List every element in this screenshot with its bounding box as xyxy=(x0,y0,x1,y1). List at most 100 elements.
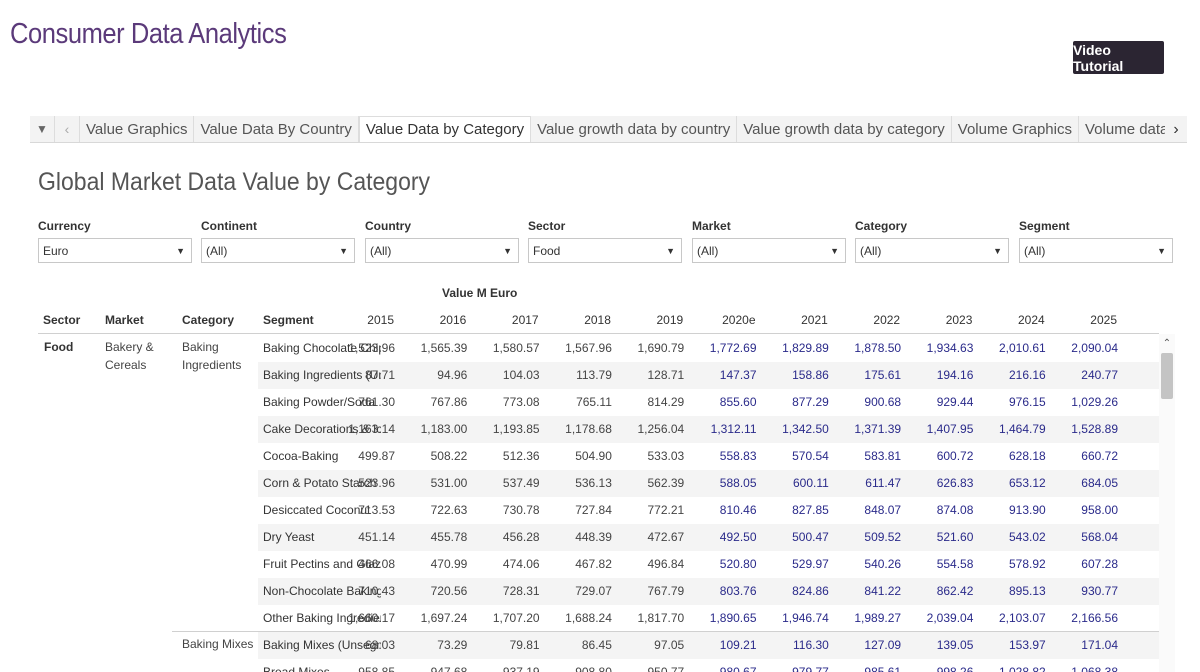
value-cell: 448.39 xyxy=(575,530,612,544)
value-cell: 803.76 xyxy=(719,584,757,598)
table-row[interactable]: Dry Yeast 451.14 455.78 456.28 448.39 472.67 4… xyxy=(258,524,1159,551)
value-cell: 109.21 xyxy=(719,638,757,652)
scroll-up-icon[interactable]: ⌃ xyxy=(1162,337,1172,349)
table-row[interactable]: Fruit Pectins and Glazed F..466.08 470.99… xyxy=(258,551,1159,578)
tab-value-growth-by-category[interactable]: Value growth data by category xyxy=(737,116,952,142)
value-cell: 1,946.74 xyxy=(782,611,829,625)
tab-value-graphics[interactable]: Value Graphics xyxy=(80,116,195,142)
value-cell: 761.30 xyxy=(358,395,395,409)
scroll-thumb[interactable] xyxy=(1161,353,1173,399)
segment-cell: Fruit Pectins and Glazed F.. xyxy=(263,557,381,571)
value-cell: 529.97 xyxy=(792,557,829,571)
filter-segment: Segment (All) ▼ xyxy=(1019,219,1173,263)
value-cell: 1,028.82 xyxy=(998,665,1046,672)
table-row[interactable]: Baking Chocolate Chips & ..1,523.96 1,565… xyxy=(258,335,1159,362)
filter-value: Euro xyxy=(43,243,69,258)
value-cell: 908.80 xyxy=(575,665,612,672)
table-row[interactable]: Baking Mixes (Unsegment..68.03 73.29 79.81… xyxy=(258,632,1159,659)
value-cell: 611.47 xyxy=(865,476,902,490)
value-cell: 2,103.07 xyxy=(998,611,1046,625)
tab-value-data-by-category[interactable]: Value Data by Category xyxy=(358,116,532,142)
table-row[interactable]: Bread Mixes 958.85 947.68 937.19 908.80 950.7… xyxy=(258,659,1159,672)
page-title: Global Market Data Value by Category xyxy=(38,168,431,196)
value-cell: 1,567.96 xyxy=(565,341,612,355)
value-cell: 727.84 xyxy=(575,503,612,517)
filter-value: (All) xyxy=(697,243,719,258)
segment-cell: Desiccated Coconut xyxy=(263,503,371,517)
measure-label: Value M Euro xyxy=(442,286,518,300)
header-year: 2016 xyxy=(439,313,467,327)
table-scrollbar[interactable]: ⌃ xyxy=(1159,334,1175,672)
value-cell: 913.90 xyxy=(1008,503,1046,517)
tab-list-dropdown-icon[interactable]: ▼ xyxy=(30,116,55,142)
value-cell: 1,829.89 xyxy=(782,341,829,355)
tab-volume-graphics[interactable]: Volume Graphics xyxy=(951,116,1079,142)
filter-label: Sector xyxy=(528,219,566,233)
value-cell: 930.77 xyxy=(1081,584,1118,598)
value-cell: 97.05 xyxy=(654,638,685,652)
value-cell: 562.39 xyxy=(647,476,685,490)
value-cell: 158.86 xyxy=(792,368,829,382)
value-cell: 466.08 xyxy=(358,557,395,571)
value-cell: 568.04 xyxy=(1081,530,1118,544)
value-cell: 1,183.00 xyxy=(420,422,468,436)
category-cell: Baking Mixes xyxy=(182,637,254,651)
table-row[interactable]: Baking Powder/Soda 761.30 767.86 773.08 765.… xyxy=(258,389,1159,416)
table-row[interactable]: Baking Ingredients (Unseg..87.71 94.96 104… xyxy=(258,362,1159,389)
value-cell: 1,688.24 xyxy=(565,611,612,625)
filter-market: Market (All) ▼ xyxy=(692,219,846,263)
value-cell: 87.71 xyxy=(364,368,395,382)
value-cell: 216.16 xyxy=(1008,368,1046,382)
value-cell: 848.07 xyxy=(864,503,902,517)
value-cell: 578.92 xyxy=(1008,557,1046,571)
table-row[interactable]: Other Baking Ingredients1,660.17 1,697.24… xyxy=(258,605,1159,632)
tab-prev-icon[interactable]: ‹ xyxy=(55,116,80,142)
value-cell: 1,565.39 xyxy=(420,341,468,355)
value-cell: 543.02 xyxy=(1008,530,1046,544)
value-cell: 728.31 xyxy=(502,584,540,598)
caret-down-icon: ▼ xyxy=(503,245,512,256)
tab-next-icon[interactable]: › xyxy=(1165,116,1187,142)
tab-value-growth-by-country[interactable]: Value growth data by country xyxy=(531,116,738,142)
filter-value: Food xyxy=(533,243,561,258)
country-dropdown[interactable]: (All) ▼ xyxy=(365,238,519,263)
filter-label: Market xyxy=(692,219,731,233)
value-cell: 79.81 xyxy=(509,638,540,652)
value-cell: 116.30 xyxy=(792,638,829,652)
filter-value: (All) xyxy=(370,243,392,258)
table-row[interactable]: Corn & Potato Starch 523.96 531.00 537.49 53… xyxy=(258,470,1159,497)
value-cell: 1,256.04 xyxy=(637,422,685,436)
value-cell: 540.26 xyxy=(864,557,902,571)
market-dropdown[interactable]: (All) ▼ xyxy=(692,238,846,263)
group-divider xyxy=(172,631,1159,632)
filter-label: Segment xyxy=(1019,219,1070,233)
video-tutorial-button[interactable]: Video Tutorial xyxy=(1073,41,1164,74)
value-cell: 1,523.96 xyxy=(348,341,395,355)
table-row[interactable]: Desiccated Coconut 713.53 722.63 730.78 727.… xyxy=(258,497,1159,524)
tab-value-data-by-country[interactable]: Value Data By Country xyxy=(194,116,359,142)
segment-dropdown[interactable]: (All) ▼ xyxy=(1019,238,1173,263)
table-row[interactable]: Cocoa-Baking 499.87 508.22 512.36 504.90 533.… xyxy=(258,443,1159,470)
table-row[interactable]: Non-Chocolate Baking Chi..710.43 720.56 72… xyxy=(258,578,1159,605)
value-cell: 980.67 xyxy=(719,665,757,672)
value-cell: 814.29 xyxy=(647,395,685,409)
value-cell: 113.79 xyxy=(576,368,612,382)
currency-dropdown[interactable]: Euro ▼ xyxy=(38,238,192,263)
table-row[interactable]: Cake Decorations & Icing1,163.14 1,183.00… xyxy=(258,416,1159,443)
caret-down-icon: ▼ xyxy=(993,245,1002,256)
category-dropdown[interactable]: (All) ▼ xyxy=(855,238,1009,263)
continent-dropdown[interactable]: (All) ▼ xyxy=(201,238,355,263)
header-segment: Segment xyxy=(263,313,314,327)
filter-label: Category xyxy=(855,219,908,233)
dashboard-tabs: ▼ ‹ Value Graphics Value Data By Country… xyxy=(30,116,1187,143)
segment-cell: Non-Chocolate Baking Chi.. xyxy=(263,584,381,598)
caret-down-icon: ▼ xyxy=(176,245,185,256)
value-cell: 824.86 xyxy=(792,584,829,598)
value-cell: 521.60 xyxy=(936,530,974,544)
sector-dropdown[interactable]: Food ▼ xyxy=(528,238,682,263)
value-cell: 1,878.50 xyxy=(854,341,902,355)
filter-continent: Continent (All) ▼ xyxy=(201,219,355,263)
value-cell: 147.37 xyxy=(719,368,757,382)
filter-label: Continent xyxy=(201,219,257,233)
value-cell: 1,464.79 xyxy=(998,422,1046,436)
